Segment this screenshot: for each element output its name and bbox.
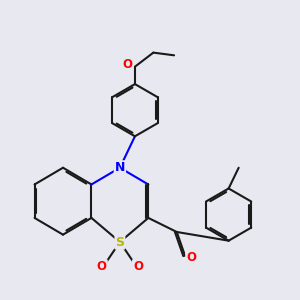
Text: O: O (133, 260, 143, 273)
Text: O: O (97, 260, 107, 273)
Text: O: O (186, 251, 196, 264)
Text: S: S (116, 236, 124, 248)
Text: O: O (123, 58, 133, 70)
Text: N: N (115, 161, 125, 174)
